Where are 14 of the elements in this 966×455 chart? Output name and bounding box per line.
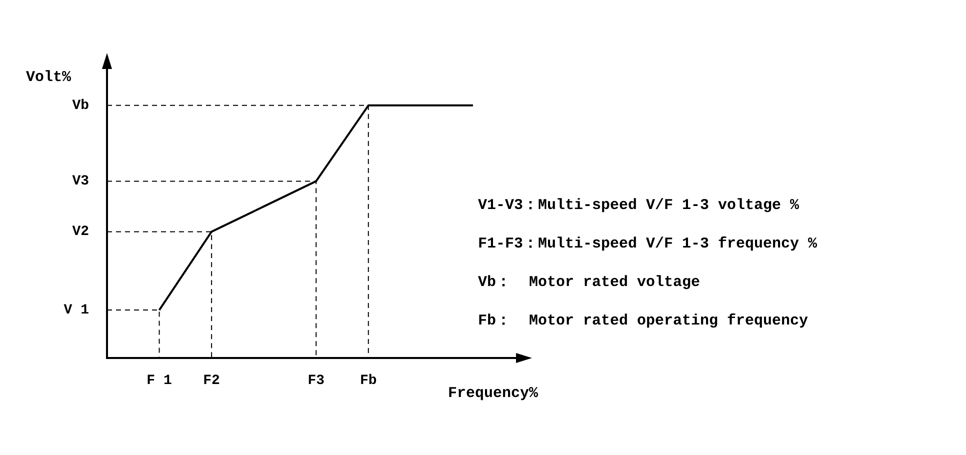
x-tick-label: F2 [203, 372, 220, 389]
x-axis-title: Frequency% [448, 384, 539, 402]
y-axis-title: Volt% [26, 68, 72, 86]
text: V2 [72, 224, 89, 240]
text: Vb [72, 98, 89, 114]
x-tick-label: F 1 [146, 372, 172, 389]
annotation: F1-F3：Multi-speed V/F 1-3 frequency % [478, 235, 818, 252]
x-tick-label: F3 [308, 372, 325, 389]
annotation: V1-V3：Multi-speed V/F 1-3 voltage % [478, 196, 800, 214]
text: V 1 [64, 302, 89, 319]
annotation: Vb： Motor rated voltage [478, 274, 700, 291]
annotation: Fb： Motor rated operating frequency [478, 312, 808, 330]
x-tick-label: Fb [360, 372, 377, 389]
text: V3 [72, 174, 89, 190]
